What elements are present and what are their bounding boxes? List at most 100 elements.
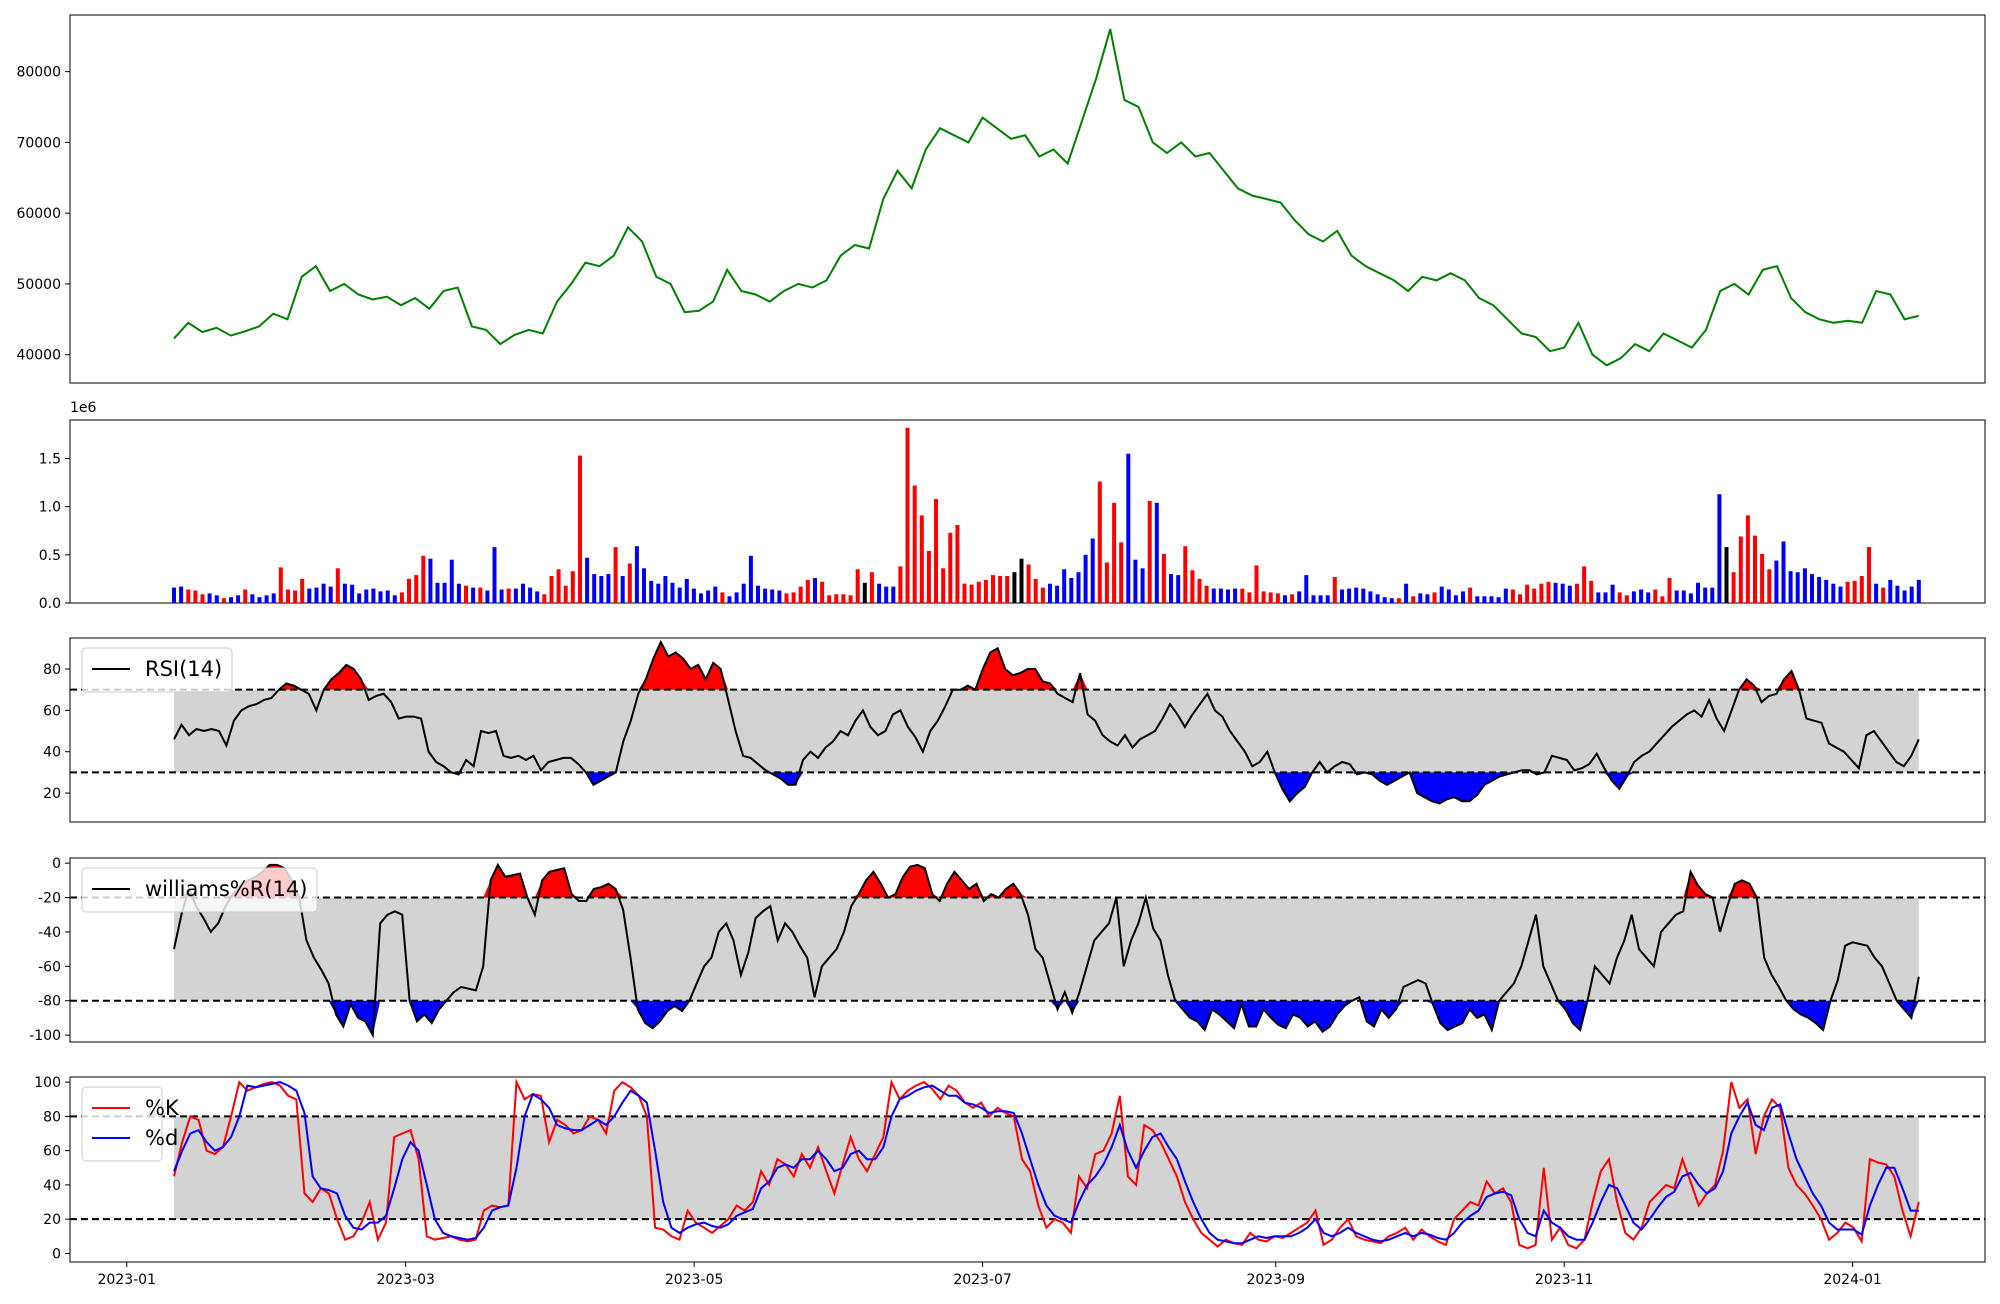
volume-bar <box>770 589 775 603</box>
xtick-label: 2023-01 <box>97 1272 156 1288</box>
volume-bar <box>1104 562 1109 603</box>
volume-bar <box>1518 594 1522 603</box>
volume-bar <box>1161 553 1166 603</box>
volume-bar <box>748 555 753 603</box>
volume-bar <box>293 590 298 603</box>
volume-bar <box>1304 575 1309 603</box>
xtick-label: 2023-03 <box>376 1272 435 1288</box>
volume-bar <box>969 584 974 603</box>
3-ytick-label: -100 <box>29 1028 61 1044</box>
volume-bar <box>556 569 561 603</box>
volume-bar <box>691 588 696 603</box>
volume-bar <box>919 515 924 603</box>
volume-bar <box>342 583 347 603</box>
volume-bar <box>1154 502 1159 603</box>
volume-bar <box>449 559 454 603</box>
volume-bar <box>649 580 654 603</box>
volume-bar <box>186 589 191 603</box>
volume-bar <box>1453 595 1458 603</box>
volume-bar <box>335 568 340 603</box>
volume-bar <box>492 547 497 603</box>
volume-bar <box>592 574 597 603</box>
volume-bar <box>1760 553 1765 603</box>
volume-bar <box>613 547 618 603</box>
volume-bar <box>1325 595 1330 603</box>
price-line <box>173 28 1920 367</box>
volume-bar <box>257 597 262 603</box>
volume-bar <box>1204 585 1209 603</box>
4-ytick-label: 0 <box>52 1246 61 1262</box>
volume-bar <box>471 587 476 603</box>
volume-bar <box>314 587 319 603</box>
volume-bar <box>207 593 212 603</box>
volume-bar <box>1646 592 1651 603</box>
4-ytick-label: 100 <box>34 1075 61 1091</box>
volume-bar <box>1126 453 1131 603</box>
volume-bar <box>720 592 725 603</box>
volume-bar <box>1624 595 1629 603</box>
volume-bar <box>1553 582 1558 603</box>
rsi-oversold-fill <box>174 772 1919 804</box>
volume-bar <box>1140 568 1145 603</box>
volume-bar <box>670 582 675 603</box>
volume-bar <box>798 586 803 603</box>
volume-bar <box>926 551 931 603</box>
volume-bar <box>734 592 739 603</box>
volume-bar <box>1297 591 1302 603</box>
volume-bar <box>948 532 953 603</box>
volume-bar <box>1090 538 1095 603</box>
volume-bar <box>542 594 547 603</box>
volume-bar <box>1582 566 1587 603</box>
rsi-legend-label: RSI(14) <box>145 657 222 681</box>
1-ytick-label: 1.5 <box>39 452 61 468</box>
0-ytick-label: 70000 <box>16 135 61 151</box>
volume-bar <box>1055 585 1060 603</box>
volume-bar <box>976 581 981 603</box>
volume-bar <box>221 598 226 603</box>
0-ytick-label: 40000 <box>16 348 61 364</box>
3-ytick-label: -80 <box>38 994 61 1010</box>
volume-bar <box>1461 591 1465 603</box>
volume-bar <box>1738 536 1743 603</box>
volume-bar <box>955 525 960 603</box>
volume-bar <box>214 595 219 603</box>
volume-bar <box>727 596 732 603</box>
volume-bar <box>834 594 839 603</box>
volume-bar <box>1717 494 1722 603</box>
volume-bar <box>307 588 312 603</box>
volume-bar <box>1539 583 1544 603</box>
volume-bar <box>1418 593 1423 603</box>
rsi-neutral-band <box>174 689 1919 773</box>
xtick-label: 2023-09 <box>1246 1272 1305 1288</box>
volume-bar <box>236 595 241 603</box>
volume-bar <box>1681 590 1686 603</box>
4-ytick-label: 20 <box>43 1212 61 1228</box>
volume-bar <box>877 583 882 603</box>
volume-bar <box>1404 583 1409 603</box>
0-ytick-label: 60000 <box>16 206 61 222</box>
volume-bar <box>1197 578 1202 603</box>
volume-bar <box>898 566 903 603</box>
volume-bar <box>1311 595 1316 603</box>
volume-bar <box>1596 592 1601 603</box>
volume-bar <box>1226 589 1230 603</box>
volume-bar <box>1261 591 1266 603</box>
volume-bar <box>1240 588 1245 603</box>
volume-bar <box>521 583 525 603</box>
volume-bar <box>1909 586 1914 603</box>
volume-bar <box>1112 502 1117 603</box>
volume-bar <box>1688 593 1693 603</box>
1-ytick-label: 0.0 <box>39 596 61 612</box>
volume-bar <box>506 588 511 603</box>
volume-bar <box>848 595 853 603</box>
volume-bar <box>300 578 305 603</box>
volume-bar <box>1639 589 1644 603</box>
volume-bar <box>663 576 668 603</box>
volume-bar <box>357 593 362 603</box>
volume-bar <box>1268 592 1273 603</box>
volume-bar <box>578 455 582 603</box>
volume-bar <box>905 427 910 603</box>
volume-bar <box>1888 579 1893 603</box>
volume-bar <box>998 576 1003 603</box>
